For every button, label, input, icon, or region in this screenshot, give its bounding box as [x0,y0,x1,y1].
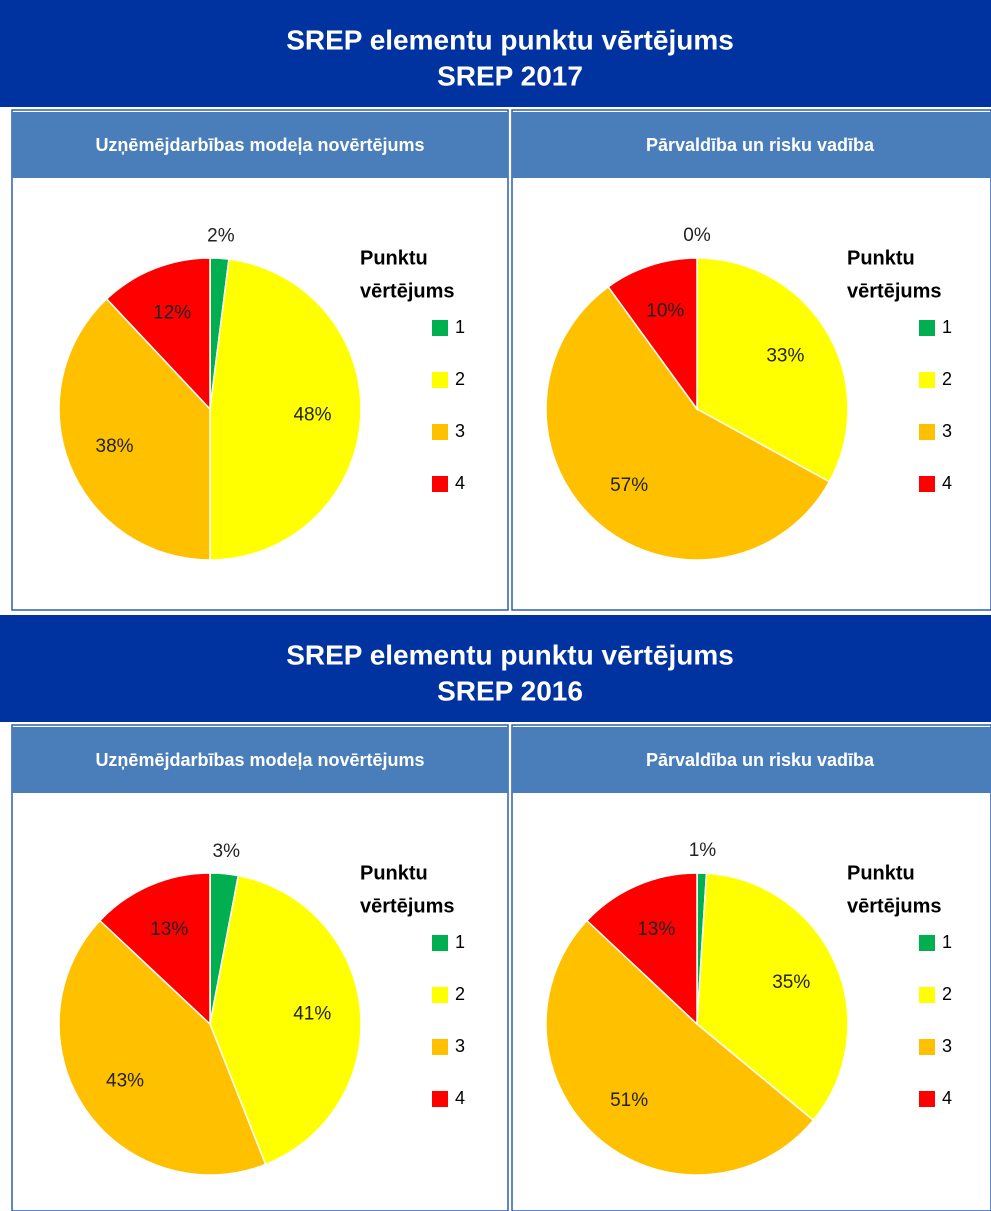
data-label: 3% [213,841,241,862]
data-label: 13% [637,919,675,940]
pie-slice [607,257,698,412]
legend-label: 3 [942,1036,952,1056]
legend-swatch [919,1091,935,1107]
section-header [0,0,991,107]
panel-title: Uzņēmējdarbības modeļa novērtējums [95,750,424,770]
panel-header [12,112,508,178]
data-label: 10% [646,300,684,321]
data-label: 57% [610,475,648,496]
data-label: 33% [766,346,804,367]
legend-title: vērtējums [847,280,942,302]
legend-label: 1 [942,932,952,952]
legend-swatch [919,935,935,951]
legend-label: 1 [455,932,465,952]
legend-swatch [432,320,448,336]
data-label: 41% [293,1003,331,1024]
data-label: 0% [683,225,711,246]
pie-slice [696,257,849,483]
legend-swatch [432,935,448,951]
legend-label: 4 [942,1088,952,1108]
legend-title: Punktu [847,862,915,884]
legend-swatch [919,372,935,388]
pie-slice [209,258,362,561]
legend-label: 3 [942,421,952,441]
legend-swatch [919,476,935,492]
legend-title: Punktu [360,862,428,884]
panel-title: Pārvaldība un risku vadība [646,750,875,770]
legend-label: 4 [455,1088,465,1108]
panel-header [12,727,508,793]
legend-swatch [432,424,448,440]
section-header [0,615,991,722]
pie-slice [585,872,698,1026]
section-title: SREP elementu punktu vērtējums [286,24,734,55]
legend-swatch [432,372,448,388]
section-title: SREP 2016 [437,675,583,706]
data-label: 2% [207,225,235,246]
pie-slice [545,919,815,1176]
pie-slice [58,297,211,561]
legend-swatch [432,987,448,1003]
pie-slice [545,285,831,561]
legend-swatch [432,1091,448,1107]
legend-swatch [919,424,935,440]
panel-header [512,112,991,178]
section-title: SREP elementu punktu vērtējums [286,639,734,670]
legend-label: 2 [942,984,952,1004]
legend-label: 2 [455,984,465,1004]
legend-title: vērtējums [360,895,455,917]
panel-header [512,727,991,793]
legend-title: vērtējums [847,895,942,917]
legend-title: Punktu [847,247,915,269]
legend-label: 3 [455,421,465,441]
legend-label: 2 [455,369,465,389]
legend-title: Punktu [360,247,428,269]
data-label: 38% [96,436,134,457]
pie-slice [105,257,211,411]
legend-swatch [919,1039,935,1055]
data-label: 12% [153,303,191,324]
panel-title: Pārvaldība un risku vadība [646,135,875,155]
pie-slice [98,872,211,1026]
pie-slice [58,919,267,1176]
section-title: SREP 2017 [437,60,583,91]
legend-label: 2 [942,369,952,389]
pie-slice [696,872,849,1122]
pie-slice [209,874,362,1166]
legend-label: 3 [455,1036,465,1056]
data-label: 51% [610,1090,648,1111]
legend-swatch [919,320,935,336]
data-label: 48% [293,404,331,425]
panel-title: Uzņēmējdarbības modeļa novērtējums [95,135,424,155]
legend-label: 4 [942,473,952,493]
data-label: 13% [150,919,188,940]
legend-swatch [432,1039,448,1055]
data-label: 1% [689,840,717,861]
legend-label: 1 [942,317,952,337]
data-label: 35% [772,972,810,993]
legend-swatch [432,476,448,492]
legend-swatch [919,987,935,1003]
data-label: 43% [106,1071,144,1092]
legend-title: vērtējums [360,280,455,302]
legend-label: 4 [455,473,465,493]
legend-label: 1 [455,317,465,337]
